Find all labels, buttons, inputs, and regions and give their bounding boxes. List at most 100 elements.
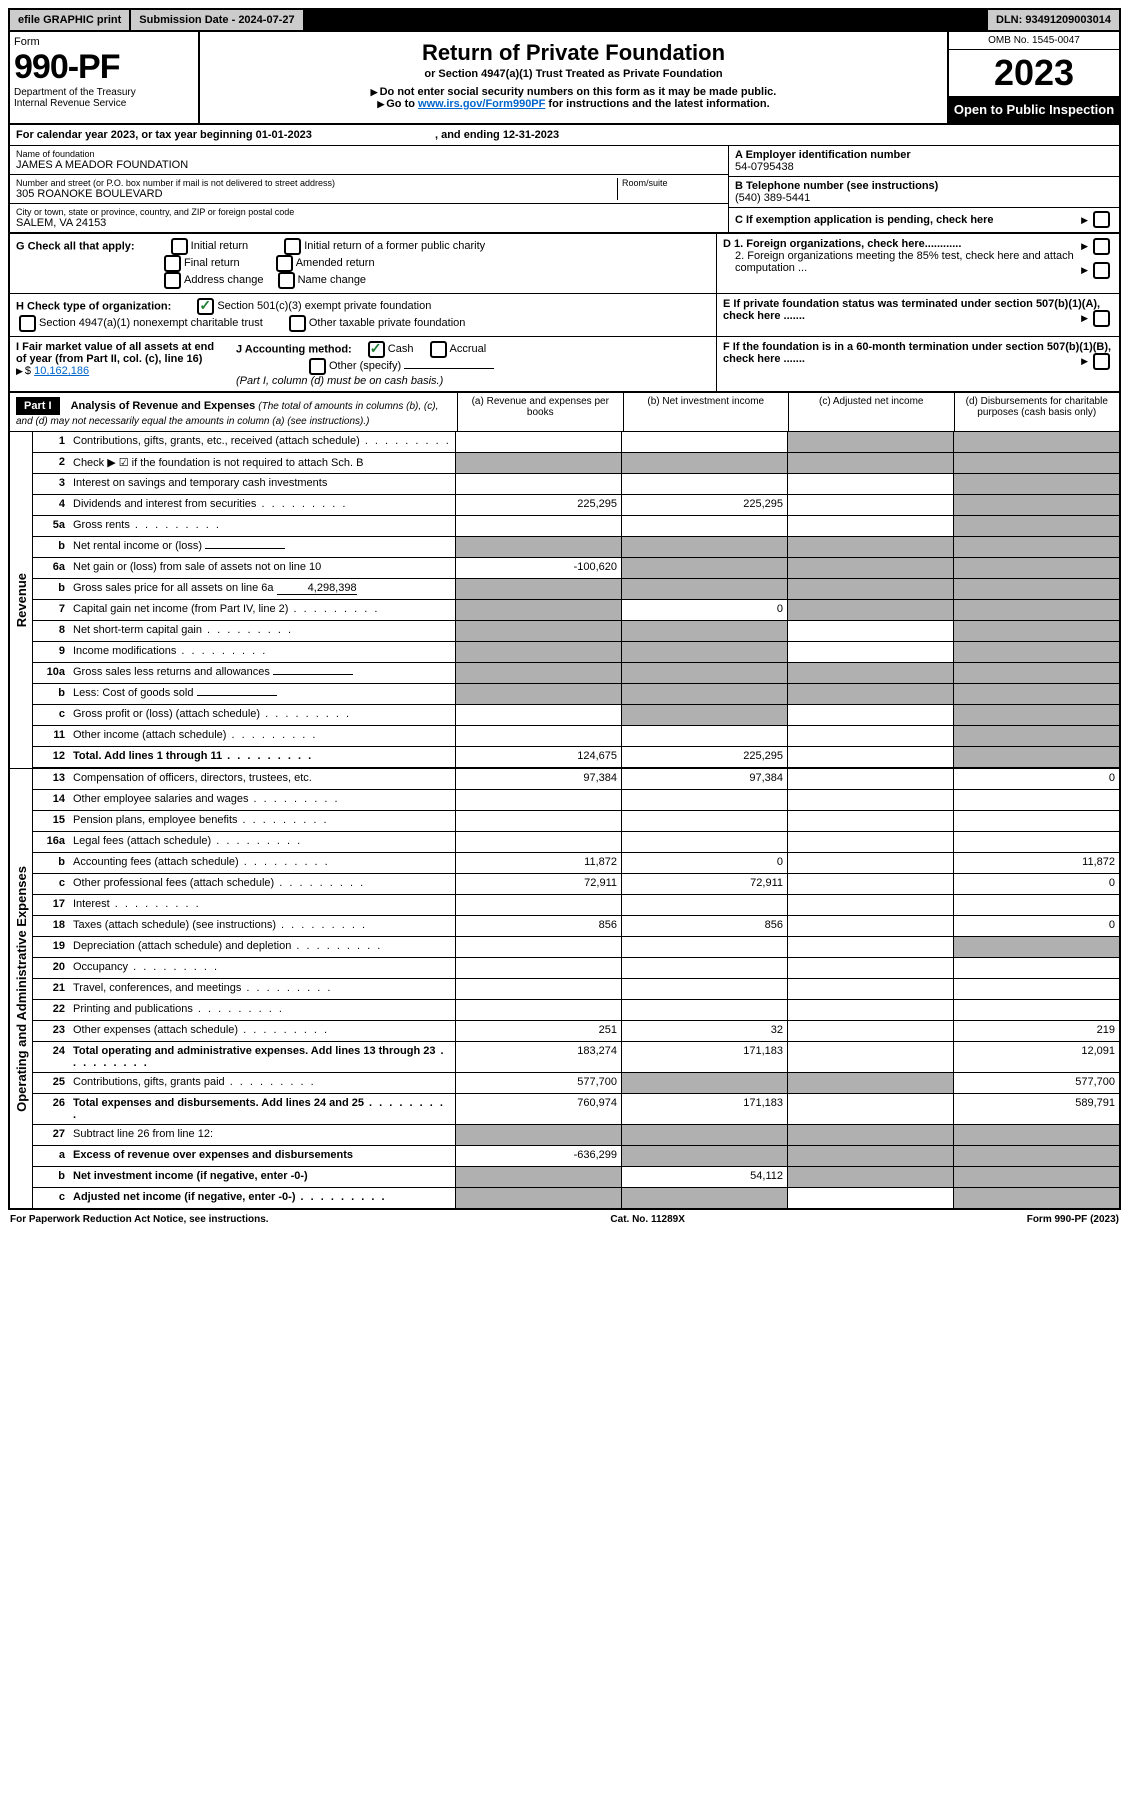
- data-cell: [622, 958, 788, 978]
- data-cell: [788, 432, 954, 452]
- city-state-zip: SALEM, VA 24153: [16, 217, 722, 229]
- g5-check[interactable]: [164, 272, 181, 289]
- data-cell: [954, 726, 1119, 746]
- page-footer: For Paperwork Reduction Act Notice, see …: [8, 1210, 1121, 1229]
- data-cell: 54,112: [622, 1167, 788, 1187]
- line-description: Dividends and interest from securities: [71, 495, 456, 515]
- data-cell: [954, 642, 1119, 662]
- ein-value: 54-0795438: [735, 161, 1113, 173]
- data-cell: 856: [622, 916, 788, 936]
- data-cell: [788, 895, 954, 915]
- data-cell: [788, 642, 954, 662]
- data-cell: [954, 495, 1119, 515]
- line-number: 9: [33, 642, 71, 662]
- data-cell: [622, 537, 788, 557]
- c-checkbox[interactable]: [1093, 211, 1110, 228]
- data-cell: [622, 979, 788, 999]
- i-value[interactable]: 10,162,186: [34, 365, 89, 377]
- data-cell: [456, 1188, 622, 1208]
- data-cell: [622, 811, 788, 831]
- data-cell: 856: [456, 916, 622, 936]
- table-row: 4Dividends and interest from securities2…: [33, 495, 1121, 516]
- g2-label: Initial return of a former public charit…: [304, 240, 485, 252]
- g2-check[interactable]: [284, 238, 301, 255]
- j2-check[interactable]: [430, 341, 447, 358]
- data-cell: 97,384: [622, 769, 788, 789]
- table-row: bGross sales price for all assets on lin…: [33, 579, 1121, 600]
- data-cell: [954, 790, 1119, 810]
- data-cell: [788, 958, 954, 978]
- g1-check[interactable]: [171, 238, 188, 255]
- line-description: Legal fees (attach schedule): [71, 832, 456, 852]
- line-number: 23: [33, 1021, 71, 1041]
- data-cell: [954, 832, 1119, 852]
- data-cell: 577,700: [954, 1073, 1119, 1093]
- d2-label: 2. Foreign organizations meeting the 85%…: [735, 250, 1074, 274]
- data-cell: [456, 726, 622, 746]
- line-number: 11: [33, 726, 71, 746]
- h-row: H Check type of organization: Section 50…: [8, 294, 1121, 337]
- data-cell: 72,911: [622, 874, 788, 894]
- g3-label: Final return: [184, 257, 240, 269]
- data-cell: 124,675: [456, 747, 622, 767]
- part1-title: Analysis of Revenue and Expenses: [71, 400, 256, 412]
- line-number: b: [33, 684, 71, 704]
- data-cell: 760,974: [456, 1094, 622, 1124]
- j1-check[interactable]: [368, 341, 385, 358]
- line-description: Net short-term capital gain: [71, 621, 456, 641]
- line-description: Interest on savings and temporary cash i…: [71, 474, 456, 494]
- line-number: 25: [33, 1073, 71, 1093]
- g6-check[interactable]: [278, 272, 295, 289]
- h1-check[interactable]: [197, 298, 214, 315]
- table-row: 23Other expenses (attach schedule)251322…: [33, 1021, 1121, 1042]
- dln: DLN: 93491209003014: [988, 10, 1119, 30]
- data-cell: 589,791: [954, 1094, 1119, 1124]
- line-number: 19: [33, 937, 71, 957]
- g4-check[interactable]: [276, 255, 293, 272]
- calyear-text: For calendar year 2023, or tax year begi…: [16, 129, 312, 141]
- line-number: 5a: [33, 516, 71, 536]
- d1-check[interactable]: [1093, 238, 1110, 255]
- form-title: Return of Private Foundation: [206, 40, 941, 66]
- footer-right: Form 990-PF (2023): [1027, 1214, 1119, 1225]
- h3-check[interactable]: [289, 315, 306, 332]
- e-check[interactable]: [1093, 310, 1110, 327]
- h2-check[interactable]: [19, 315, 36, 332]
- data-cell: [788, 1094, 954, 1124]
- h3-label: Other taxable private foundation: [309, 317, 466, 329]
- g3-check[interactable]: [164, 255, 181, 272]
- data-cell: [788, 937, 954, 957]
- data-cell: [788, 916, 954, 936]
- form-link[interactable]: www.irs.gov/Form990PF: [418, 98, 545, 110]
- data-cell: [788, 705, 954, 725]
- data-cell: [456, 958, 622, 978]
- line-description: Taxes (attach schedule) (see instruction…: [71, 916, 456, 936]
- data-cell: [456, 790, 622, 810]
- dept-label: Department of the Treasury: [14, 87, 194, 98]
- f-check[interactable]: [1093, 353, 1110, 370]
- efile-label: efile GRAPHIC print: [10, 10, 129, 30]
- line-number: 1: [33, 432, 71, 452]
- table-row: 22Printing and publications: [33, 1000, 1121, 1021]
- data-cell: [954, 958, 1119, 978]
- line-description: Capital gain net income (from Part IV, l…: [71, 600, 456, 620]
- data-cell: [788, 621, 954, 641]
- d2-check[interactable]: [1093, 262, 1110, 279]
- line-number: 14: [33, 790, 71, 810]
- addr-label: Number and street (or P.O. box number if…: [16, 178, 617, 188]
- data-cell: 11,872: [456, 853, 622, 873]
- g6-label: Name change: [298, 274, 367, 286]
- line-description: Gross profit or (loss) (attach schedule): [71, 705, 456, 725]
- open-public: Open to Public Inspection: [949, 96, 1119, 123]
- room-label: Room/suite: [622, 178, 722, 188]
- footer-mid: Cat. No. 11289X: [610, 1214, 684, 1225]
- line-description: Less: Cost of goods sold: [71, 684, 456, 704]
- table-row: aExcess of revenue over expenses and dis…: [33, 1146, 1121, 1167]
- data-cell: [622, 558, 788, 578]
- name-label: Name of foundation: [16, 149, 722, 159]
- data-cell: [788, 1146, 954, 1166]
- j3-check[interactable]: [309, 358, 326, 375]
- line-description: Compensation of officers, directors, tru…: [71, 769, 456, 789]
- line-description: Interest: [71, 895, 456, 915]
- data-cell: [456, 811, 622, 831]
